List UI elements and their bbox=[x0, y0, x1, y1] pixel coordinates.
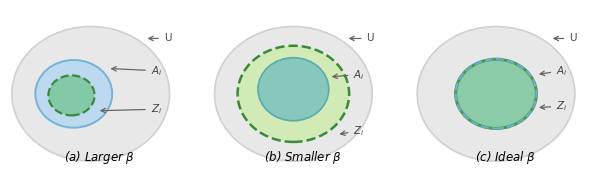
Ellipse shape bbox=[12, 26, 170, 161]
Text: $A_i$: $A_i$ bbox=[112, 64, 162, 78]
Text: U: U bbox=[149, 33, 171, 43]
Text: U: U bbox=[554, 33, 576, 43]
Ellipse shape bbox=[215, 26, 372, 161]
Text: (b) Smaller $\beta$: (b) Smaller $\beta$ bbox=[264, 149, 342, 166]
Text: (c) Ideal $\beta$: (c) Ideal $\beta$ bbox=[475, 149, 536, 166]
Ellipse shape bbox=[455, 59, 536, 128]
Ellipse shape bbox=[258, 58, 329, 121]
Ellipse shape bbox=[49, 75, 95, 115]
Text: U: U bbox=[350, 33, 374, 43]
Text: $Z_i$: $Z_i$ bbox=[340, 124, 365, 138]
Ellipse shape bbox=[417, 26, 575, 161]
Text: $A_i$: $A_i$ bbox=[333, 68, 365, 82]
Ellipse shape bbox=[238, 46, 349, 142]
Text: (a) Larger $\beta$: (a) Larger $\beta$ bbox=[64, 149, 136, 166]
Ellipse shape bbox=[35, 60, 112, 128]
Text: $Z_i$: $Z_i$ bbox=[101, 102, 162, 116]
Text: $Z_i$: $Z_i$ bbox=[540, 99, 567, 113]
Text: $A_i$: $A_i$ bbox=[540, 64, 568, 78]
